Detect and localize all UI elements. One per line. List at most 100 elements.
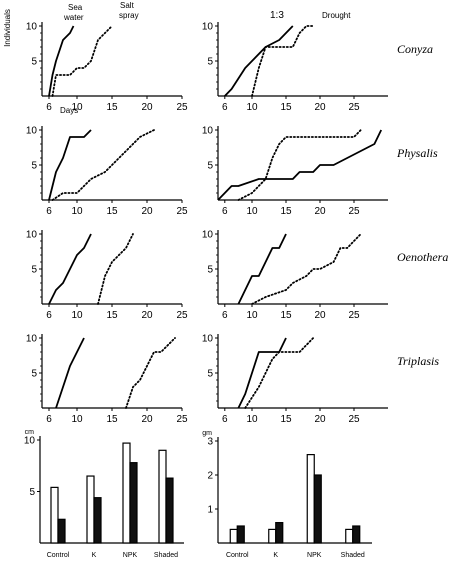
x-tick-label: 20 (141, 206, 153, 217)
category-label: Shaded (154, 552, 178, 559)
bar-control-white (50, 486, 59, 544)
line-panel-physalis-left: 5 10 6 10 15 20 25 (26, 126, 188, 218)
y-tick-label: 5 (207, 57, 213, 68)
x-tick-label: 6 (46, 102, 52, 113)
y-axis-label: Individuals (3, 9, 12, 47)
series-dotted (51, 25, 113, 97)
x-tick-label: 25 (176, 414, 188, 425)
bar-control-white (229, 528, 238, 544)
line-panel-triplasis-left: 5 10 6 10 15 20 25 (26, 334, 188, 426)
bar-panel-cm: cm 5 10 Control K NPK Shaded (24, 429, 184, 559)
x-tick-label: 25 (176, 310, 188, 321)
legend-ratio: 1:3 (270, 10, 284, 21)
legend-drought: Drought (322, 11, 351, 20)
x-tick-label: 6 (222, 414, 228, 425)
bar-shaded-white (345, 528, 354, 544)
x-tick-label: 20 (314, 102, 326, 113)
x-tick-label: 25 (176, 102, 188, 113)
line-panel-conyza-left: 5 10 6 10 15 20 25 (26, 22, 188, 114)
category-label: K (273, 552, 278, 559)
bar-panel-gm: gm 1 2 3 Control K NPK Shaded (202, 430, 372, 559)
figure-header: Individuals Days Sea water Salt spray 1:… (3, 1, 351, 115)
species-label: Oenothera (397, 250, 448, 264)
x-tick-label: 15 (280, 102, 292, 113)
species-label: Triplasis (397, 354, 439, 368)
y-tick-label: 10 (26, 126, 38, 137)
x-tick-label: 25 (348, 102, 360, 113)
x-tick-label: 15 (106, 102, 118, 113)
y-tick-label: 10 (26, 334, 38, 345)
y-tick-label: 10 (24, 436, 36, 447)
line-panel-oenothera-right: 5 10 6 10 15 20 25 Oenothera (202, 230, 448, 322)
x-tick-label: 10 (246, 310, 258, 321)
x-tick-label: 25 (348, 310, 360, 321)
x-tick-label: 15 (280, 310, 292, 321)
species-label: Conyza (397, 42, 433, 56)
x-tick-label: 20 (141, 414, 153, 425)
bar-control-black (236, 525, 245, 544)
x-tick-label: 20 (314, 206, 326, 217)
series-dotted (237, 129, 362, 201)
legend-salt-spray-line1: Salt (120, 1, 135, 10)
bar-npk-white (122, 442, 131, 544)
legend-salt-spray-line2: spray (119, 11, 139, 20)
bar-k-white (86, 475, 95, 544)
x-tick-label: 6 (46, 310, 52, 321)
y-tick-label: 10 (26, 230, 38, 241)
y-tick-label: 5 (31, 369, 37, 380)
x-tick-label: 15 (106, 206, 118, 217)
series-dotted (244, 337, 315, 409)
x-tick-label: 10 (246, 206, 258, 217)
unit-label: gm (202, 430, 212, 437)
x-tick-label: 6 (222, 310, 228, 321)
x-tick-label: 20 (314, 310, 326, 321)
series-dotted (51, 129, 155, 201)
bar-k-black (93, 497, 102, 544)
x-tick-label: 10 (71, 206, 83, 217)
series-solid (48, 233, 92, 305)
category-label: Shaded (341, 552, 365, 559)
x-tick-label: 6 (222, 206, 228, 217)
series-solid (224, 25, 294, 97)
y-tick-label: 10 (26, 22, 38, 33)
category-label: NPK (307, 552, 322, 559)
x-tick-label: 20 (314, 414, 326, 425)
series-dotted (251, 25, 315, 97)
x-tick-label: 10 (246, 414, 258, 425)
x-tick-label: 10 (71, 310, 83, 321)
y-tick-label: 10 (202, 334, 214, 345)
series-solid (237, 337, 287, 409)
y-tick-label: 10 (202, 126, 214, 137)
x-tick-label: 6 (46, 414, 52, 425)
series-solid (237, 233, 287, 305)
x-tick-label: 10 (246, 102, 258, 113)
line-panel-triplasis-right: 5 10 6 10 15 20 25 Triplasis (202, 334, 439, 426)
series-solid (48, 129, 92, 201)
bar-npk-white (306, 454, 315, 544)
series-dotted (97, 233, 134, 305)
category-label: Control (226, 552, 249, 559)
x-tick-label: 6 (222, 102, 228, 113)
unit-label: cm (25, 429, 35, 436)
x-tick-label: 6 (46, 206, 52, 217)
legend-sea-water-line1: Sea (68, 3, 83, 12)
x-tick-label: 15 (106, 310, 118, 321)
x-tick-label: 20 (141, 310, 153, 321)
x-tick-label: 25 (348, 206, 360, 217)
y-tick-label: 5 (29, 487, 35, 498)
x-tick-label: 15 (280, 414, 292, 425)
x-tick-label: 25 (348, 414, 360, 425)
series-solid (48, 25, 75, 97)
y-tick-label: 2 (207, 471, 213, 482)
bar-npk-black (313, 474, 322, 544)
y-tick-label: 5 (31, 161, 37, 172)
x-axis-label: Days (60, 106, 78, 115)
line-panel-oenothera-left: 5 10 6 10 15 20 25 (26, 230, 188, 322)
bar-shaded-white (158, 449, 167, 544)
bar-k-black (275, 521, 284, 544)
y-tick-label: 1 (207, 505, 213, 516)
y-tick-label: 3 (207, 437, 213, 448)
bar-shaded-black (352, 525, 361, 544)
